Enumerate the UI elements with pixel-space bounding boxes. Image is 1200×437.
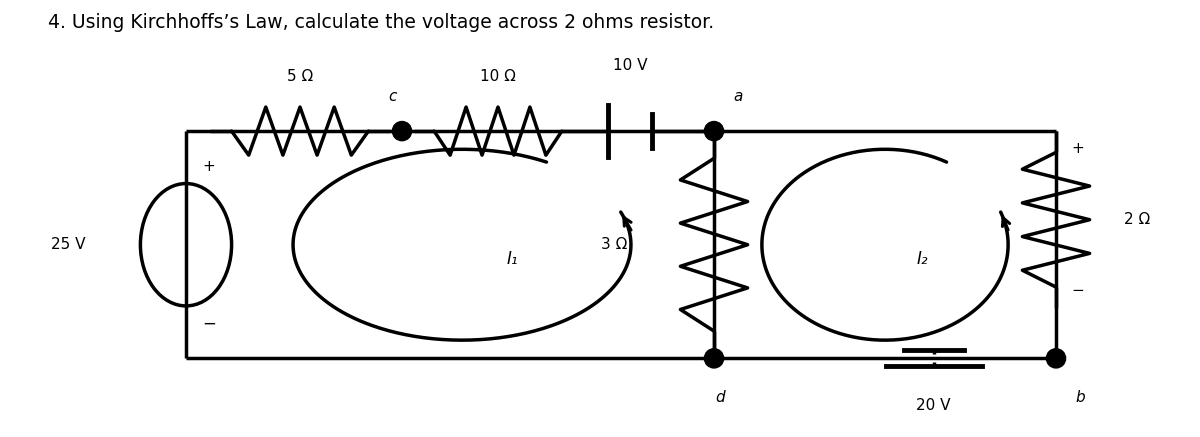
Text: 10 Ω: 10 Ω <box>480 69 516 84</box>
Text: −: − <box>202 314 216 333</box>
Text: 5 Ω: 5 Ω <box>287 69 313 84</box>
Text: d: d <box>715 390 725 405</box>
Text: c: c <box>389 89 396 104</box>
Text: I₁: I₁ <box>506 250 518 268</box>
Circle shape <box>704 349 724 368</box>
Text: +: + <box>203 159 215 173</box>
Text: 25 V: 25 V <box>52 237 85 252</box>
Circle shape <box>392 121 412 141</box>
Circle shape <box>704 121 724 141</box>
Circle shape <box>1046 349 1066 368</box>
Text: 20 V: 20 V <box>917 398 950 413</box>
Text: b: b <box>1075 390 1085 405</box>
Text: −: − <box>1072 283 1084 298</box>
Text: I₂: I₂ <box>916 250 928 268</box>
Text: 4. Using Kirchhoffs’s Law, calculate the voltage across 2 ohms resistor.: 4. Using Kirchhoffs’s Law, calculate the… <box>48 13 714 32</box>
Text: 10 V: 10 V <box>613 58 647 73</box>
Text: 2 Ω: 2 Ω <box>1124 212 1151 227</box>
Text: 3 Ω: 3 Ω <box>601 237 628 252</box>
Text: +: + <box>1072 141 1084 156</box>
Text: a: a <box>733 89 743 104</box>
